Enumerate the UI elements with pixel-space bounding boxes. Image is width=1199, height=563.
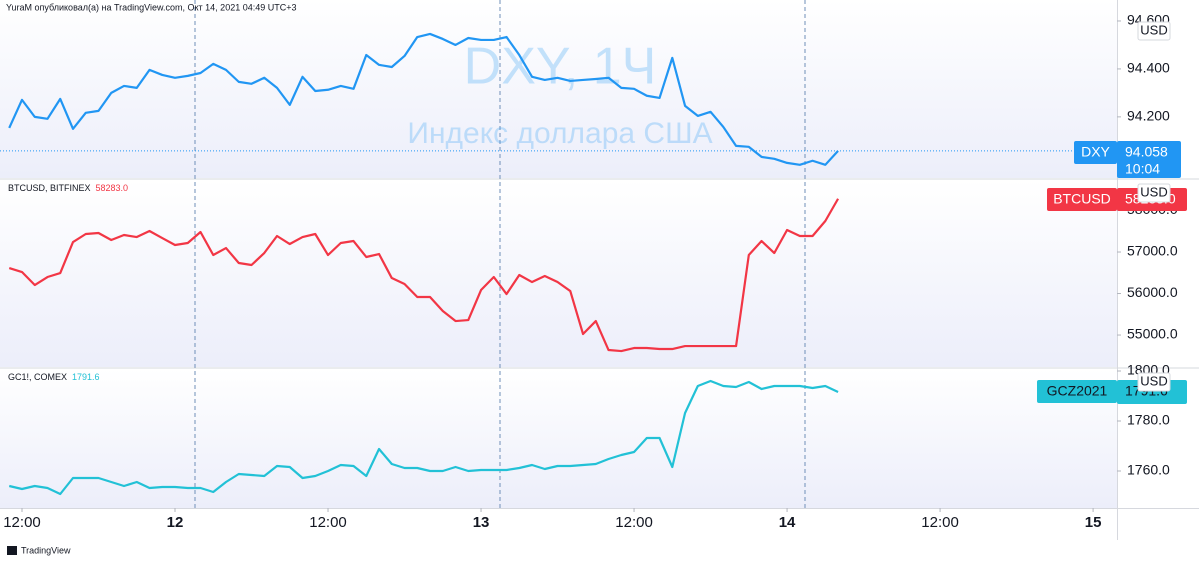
x-tick-label: 12:00	[615, 514, 653, 531]
symbol-tag	[1047, 188, 1117, 211]
price-line	[8, 32, 839, 166]
x-tick-label: 15	[1085, 514, 1102, 531]
legend-name: GC1!, COMEX	[8, 372, 67, 382]
x-tick-label: 13	[473, 514, 490, 531]
unit-box	[1137, 21, 1171, 41]
x-tick-label: 12	[167, 514, 184, 531]
y-tick-label: 94.400	[1127, 60, 1170, 76]
price-tag-label: 94.058	[1125, 144, 1168, 160]
unit-box	[1137, 372, 1171, 392]
header: YuraM опубликовал(а) на TradingView.com,…	[6, 2, 297, 12]
unit-label: USD	[1140, 184, 1167, 199]
symbol-tag-label: BTCUSD	[1053, 191, 1111, 207]
logo	[7, 546, 17, 555]
x-tick-label: 12:00	[921, 514, 959, 531]
watermark-subtitle: Индекс доллара США	[407, 117, 712, 150]
legend-name: BTCUSD, BITFINEX	[8, 183, 91, 193]
legend: GC1!, COMEX 1791.6	[8, 372, 100, 382]
legend: BTCUSD, BITFINEX 58283.0	[8, 183, 128, 193]
footer: TradingView	[21, 545, 71, 555]
unit-label: USD	[1140, 373, 1167, 388]
symbol-tag-label: DXY	[1081, 144, 1110, 160]
symbol-tag	[1037, 380, 1117, 403]
legend-value: 58283.0	[96, 183, 129, 193]
pane-background	[0, 0, 1117, 178]
watermark: DXY, 1Ч	[464, 38, 657, 96]
pane-background	[0, 180, 1117, 367]
symbol-tag	[1074, 141, 1117, 164]
symbol-tag-label: GCZ2021	[1047, 383, 1108, 399]
y-tick-label: 55000.0	[1127, 326, 1178, 342]
y-tick-label: 57000.0	[1127, 243, 1178, 259]
unit-box	[1137, 183, 1171, 203]
legend-value: 1791.6	[72, 372, 100, 382]
y-tick-label: 56000.0	[1127, 284, 1178, 300]
y-tick-label: 1780.0	[1127, 412, 1170, 428]
price-tag	[1117, 141, 1181, 178]
price-line	[8, 379, 839, 496]
x-tick-label: 14	[779, 514, 796, 531]
price-line	[8, 198, 840, 353]
unit-label: USD	[1140, 22, 1167, 37]
y-tick-label: 94.200	[1127, 108, 1170, 124]
countdown: 10:04	[1125, 161, 1160, 177]
y-tick-label: 1760.0	[1127, 462, 1170, 478]
x-tick-label: 12:00	[3, 514, 41, 531]
pane-background	[0, 369, 1117, 508]
x-tick-label: 12:00	[309, 514, 347, 531]
